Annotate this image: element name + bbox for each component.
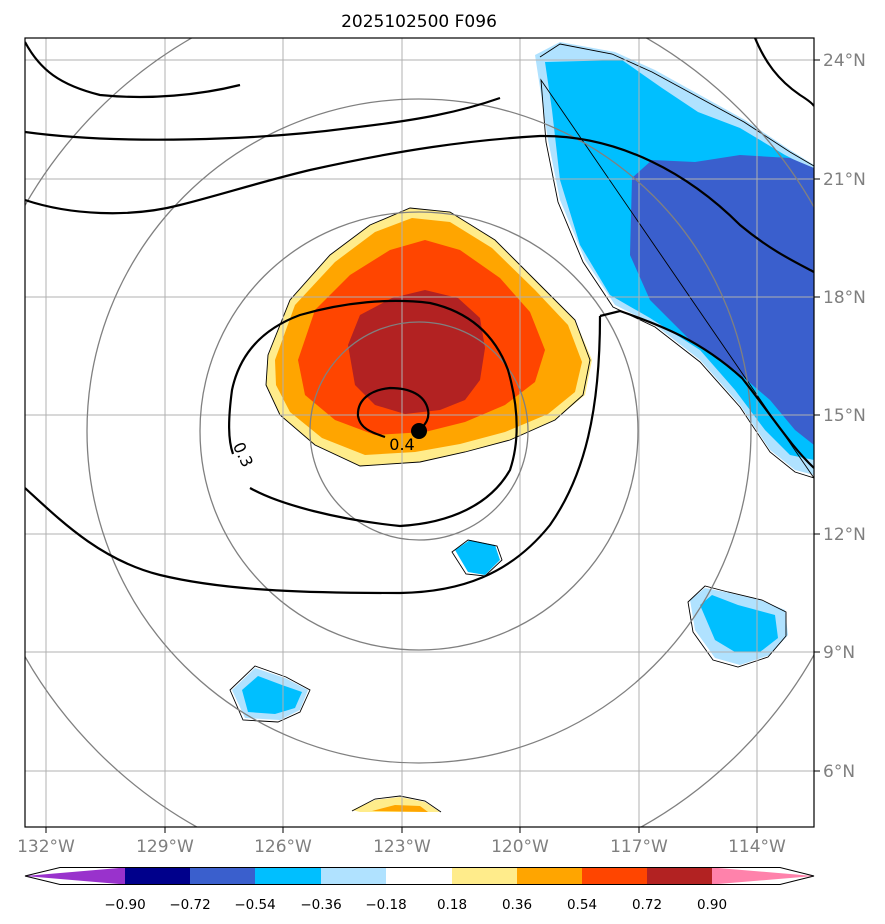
- map-content: 0.3 0.4: [25, 38, 814, 827]
- colorbar-segment: [190, 867, 255, 885]
- colorbar-tick-label: −0.54: [234, 897, 275, 913]
- range-rings: [25, 38, 814, 827]
- shaded-fields: [232, 42, 814, 812]
- field-positive-small-core: [372, 805, 428, 812]
- y-tick-label: 6°N: [823, 762, 855, 782]
- x-tick-label: 126°W: [254, 837, 312, 857]
- contour-top-right: [753, 38, 814, 107]
- x-tick-label: 123°W: [373, 837, 431, 857]
- contour-right: [599, 309, 814, 469]
- y-tick-label: 15°N: [823, 406, 866, 426]
- thin-contour-small-c: [229, 665, 311, 723]
- y-tick-label: 9°N: [823, 643, 855, 663]
- colorbar-segment: [125, 867, 190, 885]
- x-tick-label: 120°W: [491, 837, 549, 857]
- range-ring-1: [309, 321, 529, 541]
- colorbar-segment: [517, 867, 582, 885]
- tick-marks: [45, 59, 820, 833]
- colorbar-tick-label: −0.36: [300, 897, 341, 913]
- colorbar: −0.90 −0.72 −0.54 −0.36 −0.18 0.18 0.36 …: [24, 867, 815, 913]
- contour-upper-2: [25, 134, 814, 273]
- map-frame: [24, 37, 815, 828]
- contour-0.4: [356, 386, 430, 439]
- colorbar-segment: [647, 867, 712, 885]
- colorbar-segment: [582, 867, 647, 885]
- x-tick-labels: 132°W 129°W 126°W 123°W 120°W 117°W 114°…: [17, 837, 786, 857]
- colorbar-tick-label: −0.72: [169, 897, 210, 913]
- field-negative-small-b-core: [700, 595, 778, 652]
- contour-upper-1: [25, 96, 501, 141]
- x-tick-label: 132°W: [17, 837, 75, 857]
- contour-label-0.4: 0.4: [389, 435, 414, 454]
- colorbar-tick-label: −0.90: [104, 897, 145, 913]
- y-tick-label: 21°N: [823, 170, 866, 190]
- colorbar-tick-label: 0.54: [567, 897, 597, 913]
- y-tick-label: 18°N: [823, 288, 866, 308]
- contour-outer: [25, 315, 602, 595]
- thin-contour-small-a: [451, 539, 503, 577]
- colorbar-segments: [25, 867, 814, 885]
- storm-center-marker: [411, 423, 427, 439]
- thin-contour-small-d: [351, 795, 442, 813]
- colorbar-segment: [712, 867, 814, 885]
- x-tick-label: 114°W: [728, 837, 786, 857]
- y-tick-label: 24°N: [823, 51, 866, 71]
- thin-contour-center: [265, 207, 591, 467]
- chart-title: 2025102500 F096: [341, 12, 497, 32]
- thin-contours: [229, 43, 814, 813]
- colorbar-segment: [386, 867, 452, 885]
- colorbar-tick-label: 0.90: [697, 897, 727, 913]
- colorbar-segment: [25, 867, 125, 885]
- y-tick-labels: 24°N 21°N 18°N 15°N 12°N 9°N 6°N: [823, 51, 866, 782]
- colorbar-tick-labels: −0.90 −0.72 −0.54 −0.36 −0.18 0.18 0.36 …: [104, 897, 727, 913]
- thick-contours: [25, 38, 814, 595]
- contour-top-left: [25, 41, 241, 99]
- colorbar-segment: [255, 867, 321, 885]
- colorbar-tick-label: 0.36: [502, 897, 532, 913]
- field-positive-darkred: [348, 290, 485, 414]
- y-tick-label: 12°N: [823, 525, 866, 545]
- colorbar-segment: [321, 867, 386, 885]
- colorbar-segment: [452, 867, 517, 885]
- range-ring-2: [199, 211, 639, 651]
- colorbar-tick-label: 0.18: [437, 897, 467, 913]
- range-ring-3: [86, 98, 752, 764]
- thin-contour-small-b: [687, 585, 787, 668]
- field-negative-small-c-core: [242, 676, 302, 714]
- colorbar-outline: [24, 867, 815, 885]
- contour-0.3: [228, 299, 518, 528]
- x-tick-label: 129°W: [136, 837, 194, 857]
- field-negative-ne-dark: [630, 155, 814, 445]
- colorbar-tick-label: 0.72: [632, 897, 662, 913]
- colorbar-tick-label: −0.18: [365, 897, 406, 913]
- gridlines: [25, 38, 814, 827]
- field-negative-small-a: [455, 540, 500, 575]
- x-tick-label: 117°W: [610, 837, 668, 857]
